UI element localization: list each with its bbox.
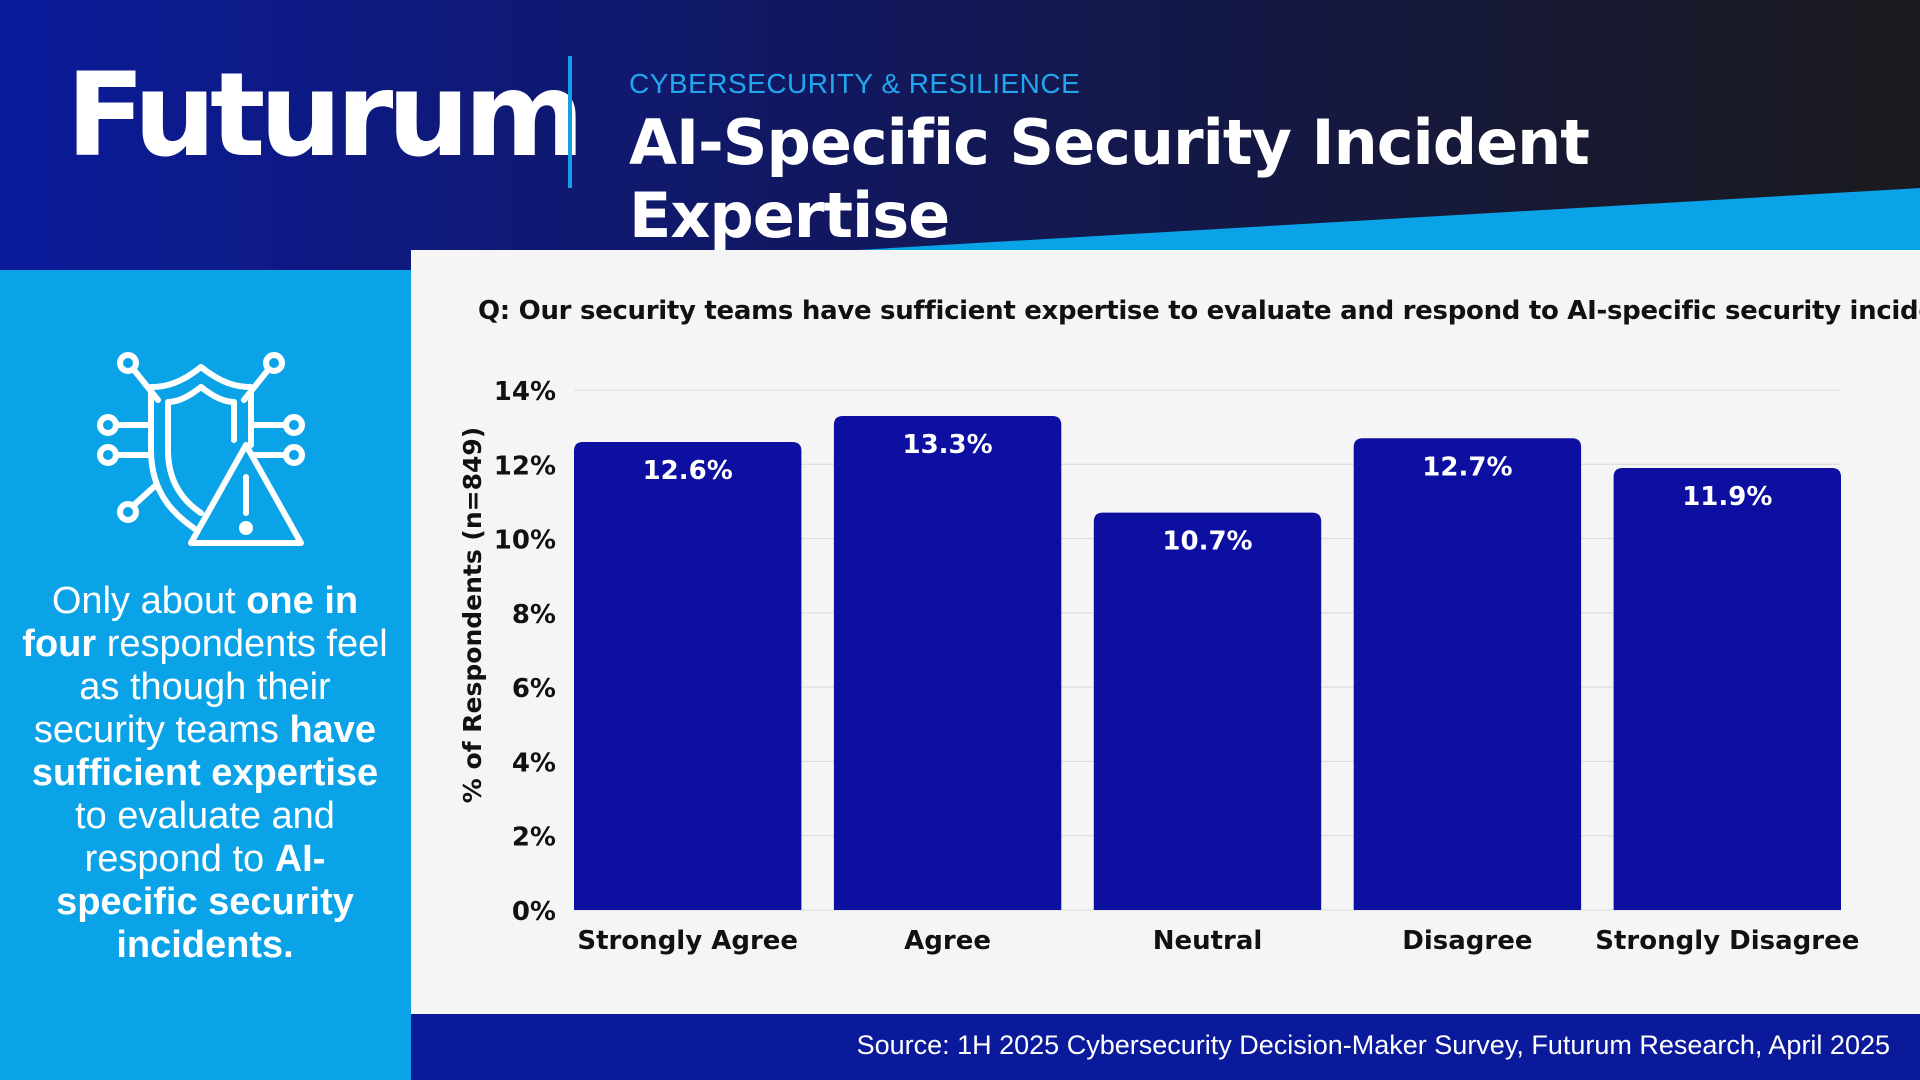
y-tick-label: 14% — [494, 377, 556, 407]
x-axis-ticks: Strongly Agree Agree Neutral Disagree Strong… — [577, 926, 1859, 956]
bar — [1093, 512, 1322, 910]
x-tick-label: Strongly Agree — [577, 926, 798, 956]
shield-warning-circuit-icon — [97, 352, 305, 546]
bar-value-label: 11.9% — [1682, 482, 1772, 512]
key-takeaway-text: Only about one in four respondents feel … — [22, 580, 388, 967]
y-tick-label: 12% — [494, 451, 556, 481]
page-title: AI-Specific Security Incident Expertise — [629, 106, 1590, 252]
bar-value-label: 10.7% — [1162, 527, 1252, 557]
category-eyebrow: CYBERSECURITY & RESILIENCE — [629, 68, 1081, 99]
bar — [833, 416, 1062, 910]
bar — [1353, 438, 1582, 910]
y-tick-label: 8% — [512, 600, 556, 630]
y-tick-label: 6% — [512, 674, 556, 704]
futurum-logo: Futurum — [66, 48, 585, 183]
y-tick-label: 10% — [494, 526, 556, 556]
survey-question: Q: Our security teams have sufficient ex… — [478, 296, 1920, 326]
bar-chart: 0% 2% 4% 6% 8% 10% 12% 14% 12.6% 13.3% 10.7% 12.7%… — [458, 377, 1859, 956]
footer-bar — [411, 1014, 1920, 1080]
x-tick-label: Neutral — [1153, 926, 1263, 956]
takeaway-part: respondents feel as though their securit… — [33, 623, 388, 751]
x-tick-label: Disagree — [1402, 926, 1532, 956]
x-tick-label: Strongly Disagree — [1595, 926, 1859, 956]
y-tick-label: 4% — [512, 748, 556, 778]
bar — [1613, 468, 1841, 910]
bar — [574, 442, 802, 910]
takeaway-emphasis: one in four — [22, 580, 359, 665]
bar-value-label: 12.6% — [643, 456, 733, 486]
bar-value-label: 12.7% — [1422, 452, 1512, 482]
takeaway-panel — [0, 270, 411, 1080]
y-axis-ticks: 0% 2% 4% 6% 8% 10% 12% 14% — [494, 377, 556, 927]
bars — [574, 416, 1841, 910]
data-labels: 12.6% 13.3% 10.7% 12.7% 11.9% — [643, 430, 1773, 557]
source-note: Source: 1H 2025 Cybersecurity Decision-M… — [856, 1030, 1890, 1060]
x-tick-label: Agree — [904, 926, 991, 956]
takeaway-emphasis: AI-specific security incidents. — [56, 838, 354, 966]
takeaway-part: to evaluate and respond to — [75, 795, 335, 880]
y-tick-label: 2% — [512, 823, 556, 853]
takeaway-emphasis: have sufficient expertise — [31, 709, 379, 794]
header-divider — [568, 56, 572, 188]
takeaway-part: Only about — [51, 580, 247, 622]
y-axis-label: % of Respondents (n=849) — [458, 427, 487, 803]
bar-value-label: 13.3% — [902, 430, 992, 460]
y-tick-label: 0% — [512, 897, 556, 927]
